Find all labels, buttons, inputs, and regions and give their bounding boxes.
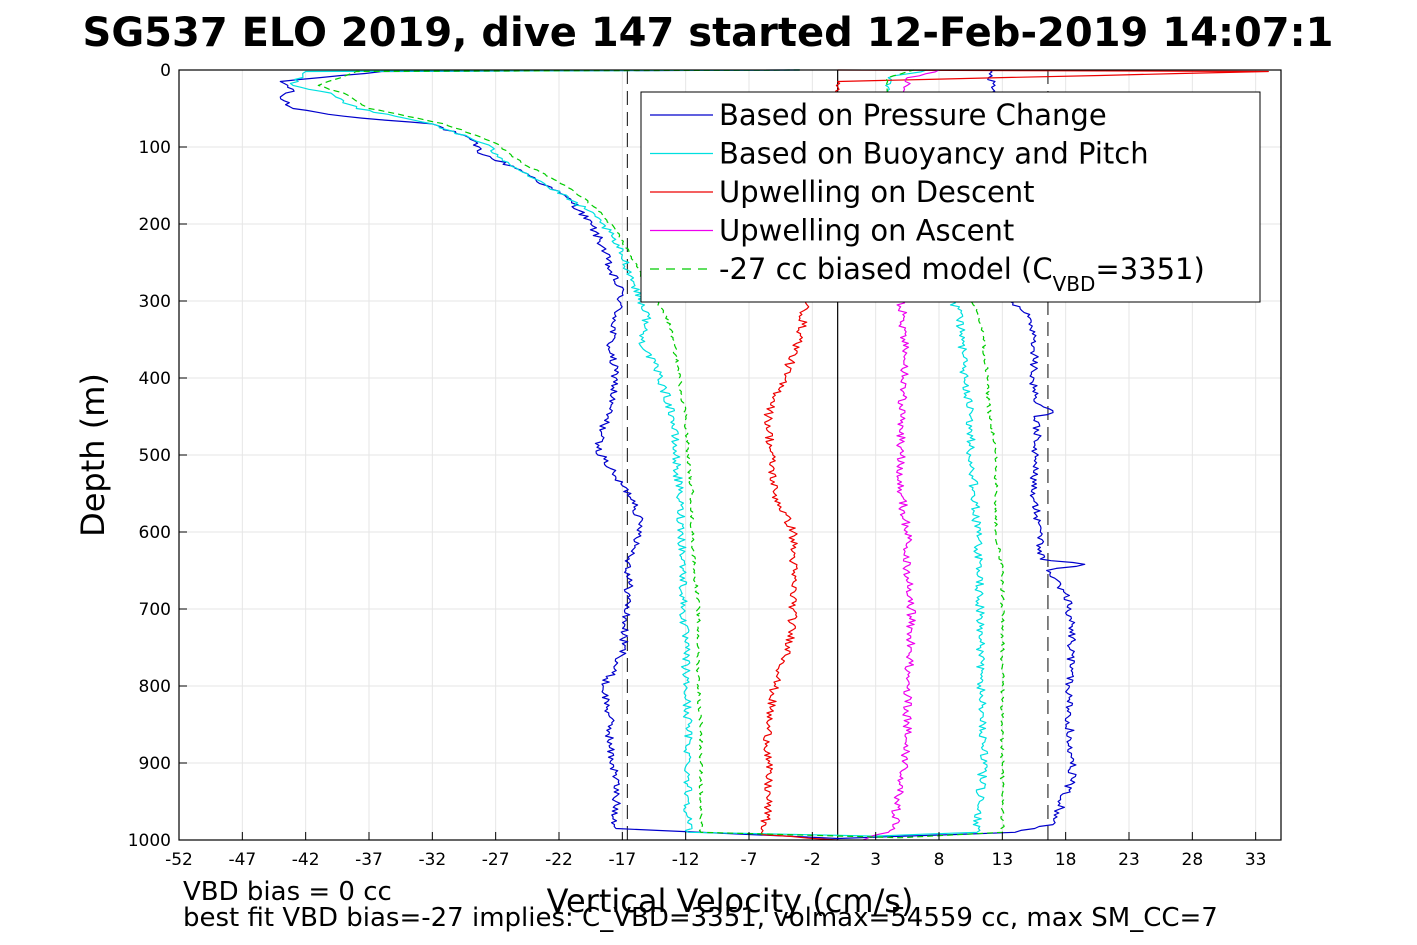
x-tick-label: 18 bbox=[1055, 850, 1077, 870]
x-tick-label: -2 bbox=[804, 850, 821, 870]
y-tick-label: 200 bbox=[139, 215, 171, 235]
note-best-fit: best fit VBD bias=-27 implies: C_VBD=335… bbox=[183, 903, 1218, 933]
x-axis-label: Vertical Velocity (cm/s) bbox=[547, 882, 914, 920]
note-vbd-bias: VBD bias = 0 cc bbox=[183, 877, 392, 907]
y-tick-label: 100 bbox=[139, 138, 171, 158]
y-axis-label: Depth (m) bbox=[74, 373, 112, 537]
y-tick-label: 600 bbox=[139, 523, 171, 543]
legend-entry: Upwelling on Ascent bbox=[719, 214, 1014, 248]
x-tick-label: -7 bbox=[741, 850, 758, 870]
x-tick-label: 23 bbox=[1118, 850, 1140, 870]
y-tick-label: 0 bbox=[160, 61, 171, 81]
x-tick-label: 8 bbox=[934, 850, 945, 870]
x-tick-label: -27 bbox=[482, 850, 510, 870]
y-tick-label: 900 bbox=[139, 754, 171, 774]
y-tick-label: 400 bbox=[139, 369, 171, 389]
x-tick-label: -47 bbox=[228, 850, 256, 870]
y-tick-label: 1000 bbox=[128, 831, 171, 851]
x-tick-label: 3 bbox=[870, 850, 881, 870]
legend-box bbox=[640, 91, 1261, 303]
legend-entry-main: -27 cc biased model (C bbox=[719, 252, 1053, 286]
legend-entry-end: =3351) bbox=[1095, 252, 1204, 286]
x-tick-label: -22 bbox=[545, 850, 573, 870]
x-tick-label: 13 bbox=[992, 850, 1014, 870]
legend-entry: Based on Pressure Change bbox=[719, 98, 1107, 132]
legend-entry: -27 cc biased model (CVBD=3351) bbox=[719, 252, 1205, 296]
x-tick-label: -17 bbox=[608, 850, 636, 870]
x-tick-label: -32 bbox=[418, 850, 446, 870]
x-ticks: -52 -47 -42 -37 -32 -27 -22 -17 -12 -7 -2 3 8 13 18 23 2… bbox=[165, 832, 1266, 870]
chart-title: SG537 ELO 2019, dive 147 started 12-Feb-… bbox=[83, 10, 1334, 56]
y-ticks: 0 100 200 300 400 500 600 700 800 900 1000 bbox=[128, 61, 187, 851]
x-tick-label: -42 bbox=[292, 850, 320, 870]
legend-entry: Based on Buoyancy and Pitch bbox=[719, 137, 1149, 171]
series-line-4 bbox=[317, 69, 1005, 839]
series-line-0 bbox=[279, 69, 1086, 840]
y-tick-label: 500 bbox=[139, 446, 171, 466]
legend-entry: Upwelling on Descent bbox=[719, 175, 1035, 209]
x-tick-label: -12 bbox=[672, 850, 700, 870]
legend-entry-subscript: VBD bbox=[1053, 272, 1096, 296]
legend: Based on Pressure Change Based on Buoyanc… bbox=[640, 91, 1261, 303]
x-tick-label: -37 bbox=[355, 850, 383, 870]
y-tick-label: 300 bbox=[139, 292, 171, 312]
x-tick-label: 28 bbox=[1182, 850, 1204, 870]
x-tick-label: 33 bbox=[1245, 850, 1267, 870]
y-tick-label: 700 bbox=[139, 600, 171, 620]
y-tick-label: 800 bbox=[139, 677, 171, 697]
x-tick-label: -52 bbox=[165, 850, 193, 870]
